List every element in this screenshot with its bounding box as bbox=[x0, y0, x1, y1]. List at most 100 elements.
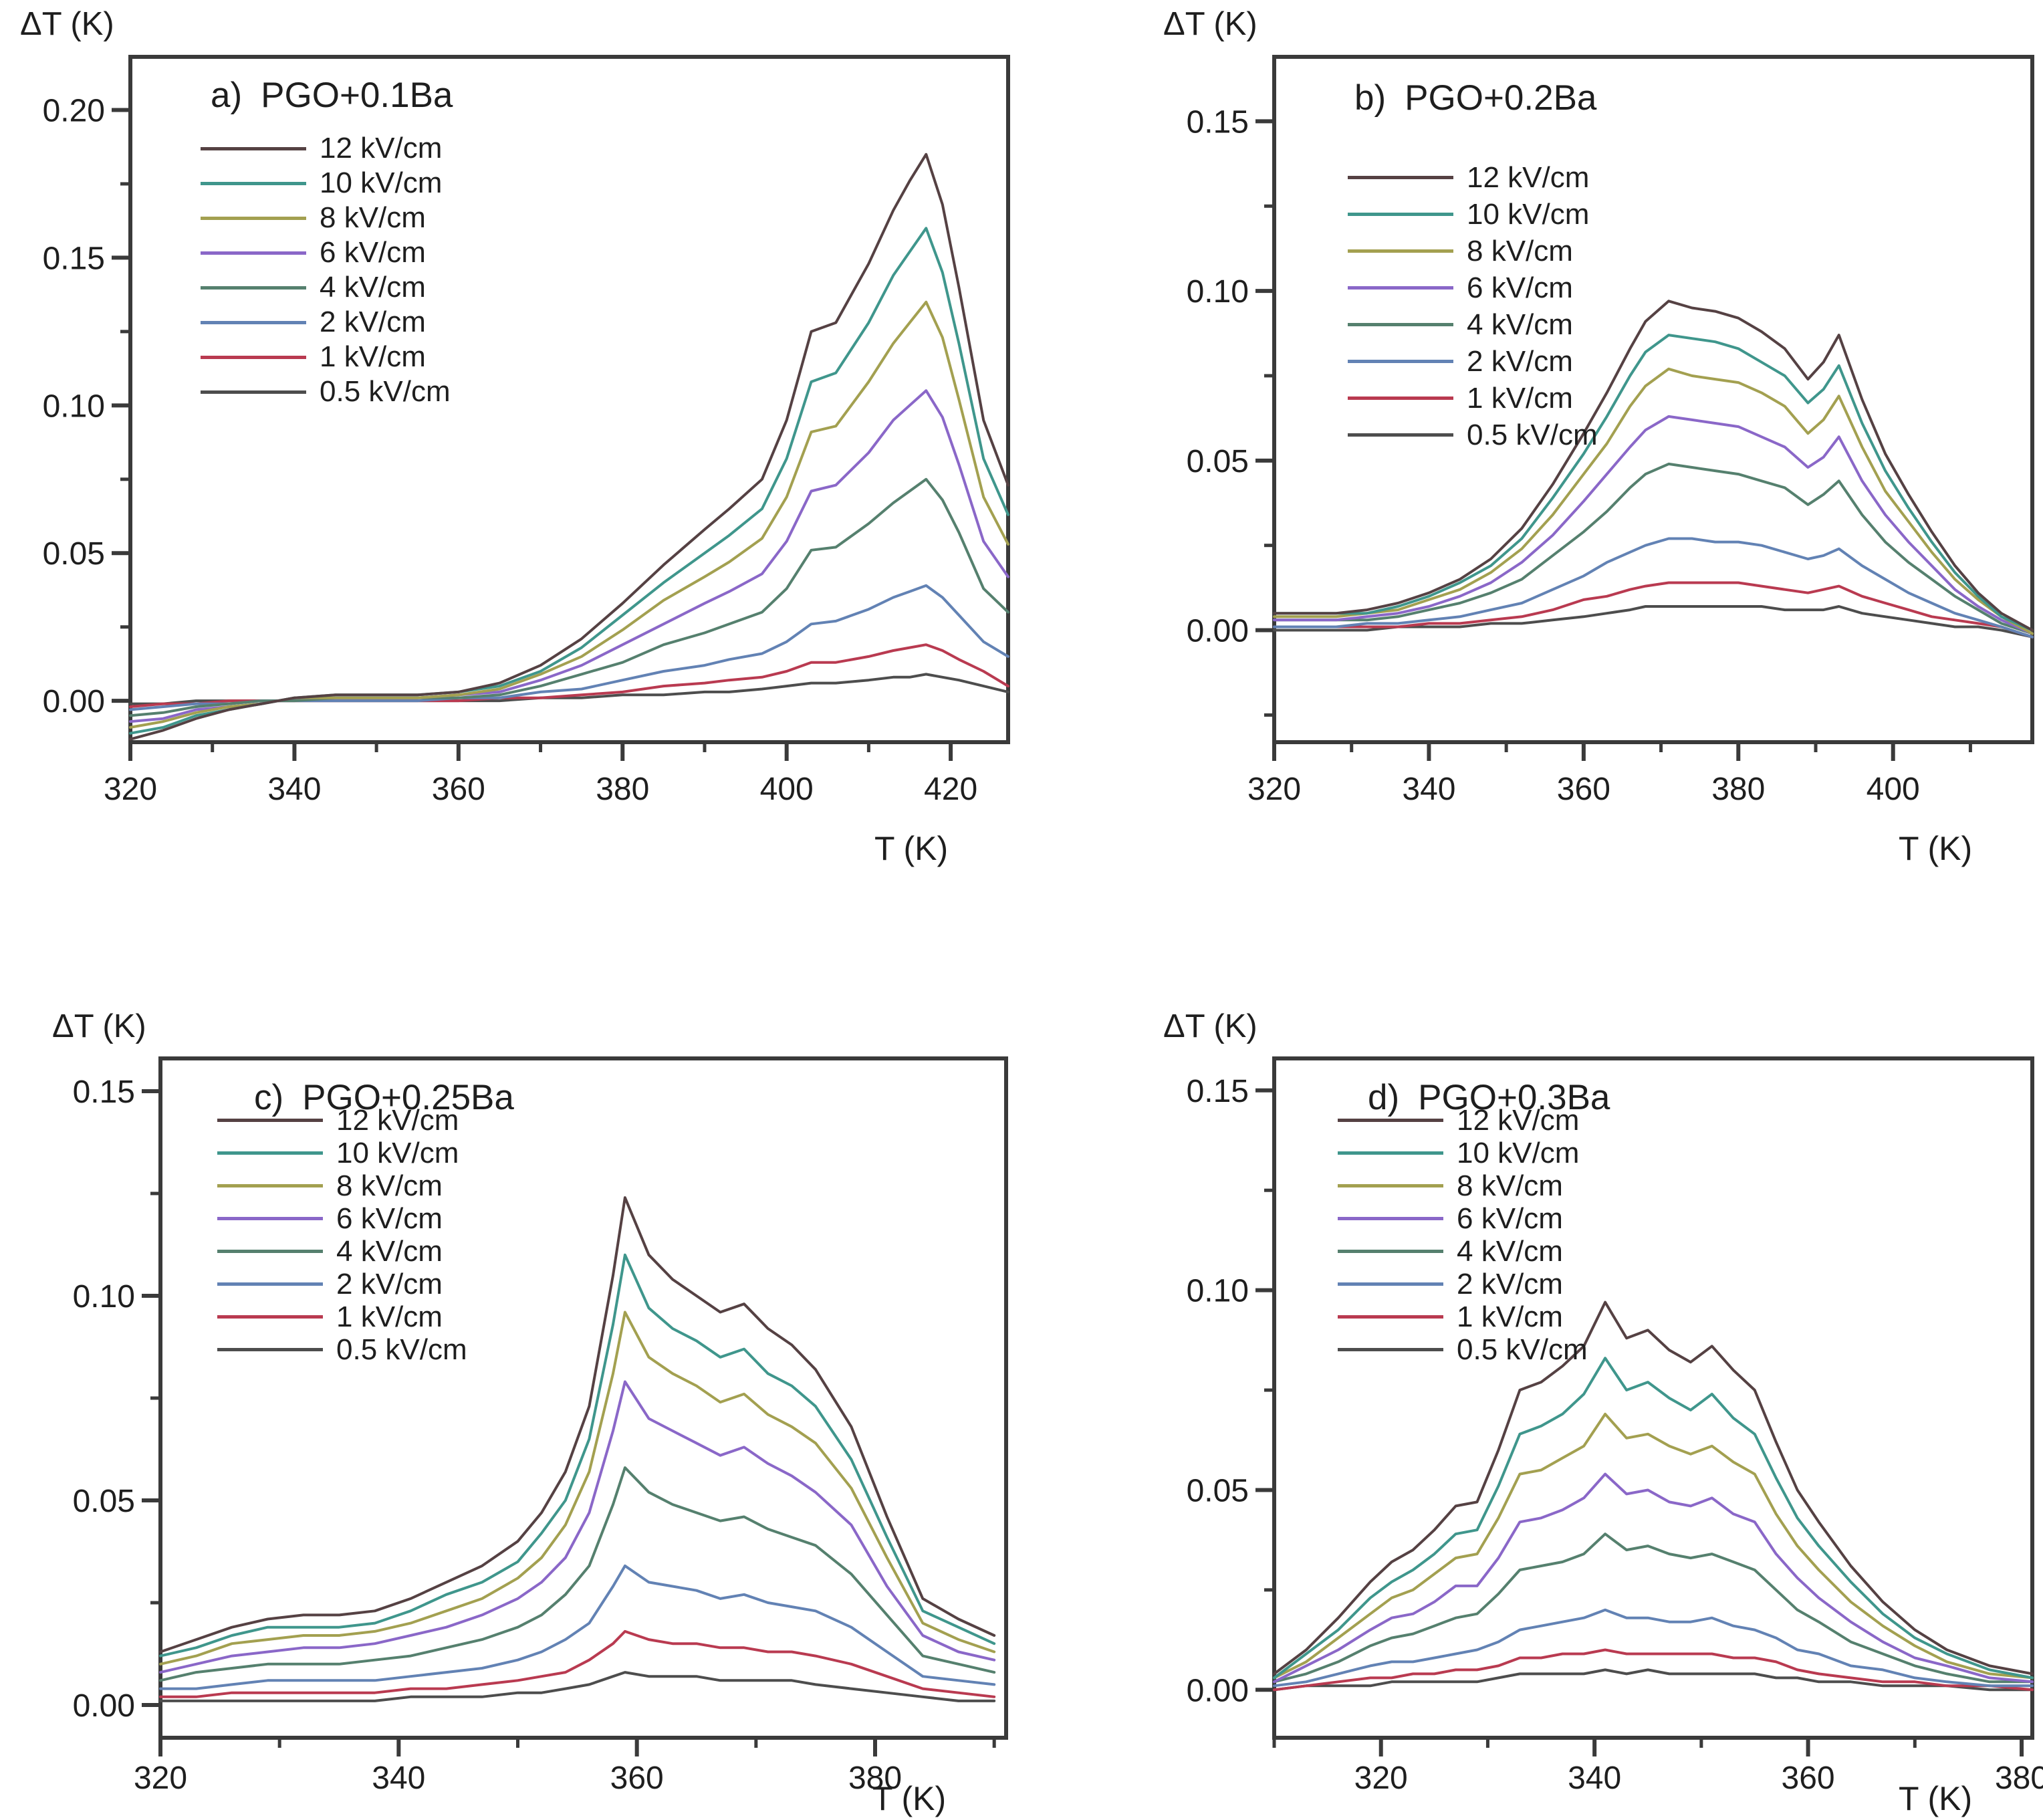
svg-text:0.00: 0.00 bbox=[1187, 614, 1249, 649]
legend-line-swatch bbox=[201, 355, 306, 359]
legend-line-swatch bbox=[201, 286, 306, 290]
legend-item: 12 kV/cm bbox=[217, 1104, 467, 1137]
svg-text:380: 380 bbox=[1995, 1760, 2043, 1796]
legend-label: 2 kV/cm bbox=[1457, 1267, 1563, 1300]
legend-item: 1 kV/cm bbox=[1348, 380, 1598, 417]
svg-text:0.05: 0.05 bbox=[43, 536, 105, 572]
svg-text:380: 380 bbox=[1711, 772, 1765, 807]
y-axis-title: ΔT (K) bbox=[1163, 1008, 1257, 1044]
svg-text:340: 340 bbox=[1568, 1760, 1621, 1796]
legend-line-swatch bbox=[201, 146, 306, 150]
legend-line-swatch bbox=[1348, 249, 1453, 253]
legend-item: 0.5 kV/cm bbox=[1348, 417, 1598, 453]
legend: 12 kV/cm 10 kV/cm 8 kV/cm 6 kV/cm 4 kV/cm 2 k… bbox=[217, 1104, 467, 1366]
legend-item: 8 kV/cm bbox=[201, 201, 451, 235]
legend-label: 0.5 kV/cm bbox=[1457, 1333, 1588, 1366]
legend-item: 2 kV/cm bbox=[1338, 1268, 1588, 1300]
panel-title: c) PGO+0.25Ba bbox=[254, 1077, 514, 1118]
legend-label: 10 kV/cm bbox=[1467, 197, 1590, 231]
legend-line-swatch bbox=[1338, 1348, 1443, 1351]
svg-text:340: 340 bbox=[1402, 772, 1455, 807]
legend-label: 12 kV/cm bbox=[336, 1103, 459, 1137]
svg-text:400: 400 bbox=[760, 772, 814, 807]
legend-label: 1 kV/cm bbox=[1467, 381, 1573, 415]
legend-item: 8 kV/cm bbox=[217, 1169, 467, 1202]
legend-line-swatch bbox=[1348, 396, 1453, 400]
svg-text:320: 320 bbox=[104, 772, 157, 807]
svg-text:0.10: 0.10 bbox=[1187, 274, 1249, 310]
svg-text:0.05: 0.05 bbox=[73, 1484, 135, 1519]
x-axis-title: T (K) bbox=[1899, 830, 1973, 867]
legend-item: 1 kV/cm bbox=[1338, 1300, 1588, 1333]
legend-item: 4 kV/cm bbox=[1348, 306, 1598, 343]
legend-label: 10 kV/cm bbox=[1457, 1136, 1580, 1169]
legend-line-swatch bbox=[217, 1282, 323, 1286]
legend-item: 10 kV/cm bbox=[201, 166, 451, 201]
legend-label: 12 kV/cm bbox=[1467, 160, 1590, 194]
svg-text:400: 400 bbox=[1867, 772, 1920, 807]
svg-text:0.05: 0.05 bbox=[1187, 1473, 1249, 1508]
legend-line-swatch bbox=[217, 1119, 323, 1122]
panel-letter: b) bbox=[1354, 78, 1387, 118]
legend: 12 kV/cm 10 kV/cm 8 kV/cm 6 kV/cm 4 kV/cm 2 k… bbox=[201, 131, 451, 409]
svg-text:0.00: 0.00 bbox=[73, 1688, 135, 1724]
legend-item: 10 kV/cm bbox=[1338, 1137, 1588, 1169]
svg-text:320: 320 bbox=[1354, 1760, 1408, 1796]
legend-label: 1 kV/cm bbox=[320, 340, 426, 373]
legend-item: 10 kV/cm bbox=[217, 1137, 467, 1169]
plot-area-d: 320 340 360 380 0.00 0.05 0.10 0.15 bbox=[1187, 1056, 2043, 1796]
svg-text:0.20: 0.20 bbox=[43, 94, 105, 129]
legend-item: 0.5 kV/cm bbox=[201, 374, 451, 409]
y-axis-title: ΔT (K) bbox=[52, 1008, 146, 1044]
legend-line-swatch bbox=[1338, 1315, 1443, 1319]
legend-label: 12 kV/cm bbox=[320, 132, 443, 164]
svg-text:340: 340 bbox=[372, 1760, 425, 1796]
panel-letter: a) bbox=[211, 76, 243, 115]
legend-item: 4 kV/cm bbox=[1338, 1235, 1588, 1268]
legend-line-swatch bbox=[1348, 323, 1453, 326]
legend-line-swatch bbox=[201, 390, 306, 394]
legend-label: 6 kV/cm bbox=[320, 236, 426, 269]
legend-label: 10 kV/cm bbox=[336, 1136, 459, 1169]
panel-material: PGO+0.1Ba bbox=[261, 76, 453, 115]
svg-text:0.05: 0.05 bbox=[1187, 444, 1249, 479]
panel-material: PGO+0.25Ba bbox=[302, 1078, 514, 1117]
svg-text:0.00: 0.00 bbox=[1187, 1673, 1249, 1708]
svg-text:0.10: 0.10 bbox=[73, 1279, 135, 1315]
legend-label: 10 kV/cm bbox=[320, 166, 443, 199]
legend-item: 1 kV/cm bbox=[201, 340, 451, 374]
legend-line-swatch bbox=[201, 216, 306, 220]
legend-label: 8 kV/cm bbox=[320, 201, 426, 234]
legend-line-swatch bbox=[1348, 176, 1453, 179]
panel-letter: d) bbox=[1368, 1078, 1400, 1117]
svg-text:0.00: 0.00 bbox=[43, 684, 105, 719]
svg-text:0.15: 0.15 bbox=[73, 1074, 135, 1110]
legend-label: 4 kV/cm bbox=[1457, 1234, 1563, 1268]
panel-material: PGO+0.2Ba bbox=[1405, 78, 1597, 118]
legend-label: 4 kV/cm bbox=[1467, 308, 1573, 341]
legend-label: 6 kV/cm bbox=[336, 1202, 443, 1235]
svg-text:0.10: 0.10 bbox=[1187, 1274, 1249, 1309]
legend-item: 1 kV/cm bbox=[217, 1300, 467, 1333]
x-axis-title: T (K) bbox=[1899, 1780, 1973, 1817]
y-axis-title: ΔT (K) bbox=[1163, 6, 1257, 42]
legend-label: 12 kV/cm bbox=[1457, 1103, 1580, 1137]
y-axis-title: ΔT (K) bbox=[20, 6, 114, 42]
svg-text:0.10: 0.10 bbox=[43, 388, 105, 424]
legend-label: 4 kV/cm bbox=[320, 271, 426, 304]
legend-item: 6 kV/cm bbox=[201, 235, 451, 270]
legend-item: 0.5 kV/cm bbox=[1338, 1333, 1588, 1366]
plot-area-a: 320 340 360 380 400 420 0.00 0.05 0.10 0.15 0.20 bbox=[43, 55, 1010, 807]
legend-item: 8 kV/cm bbox=[1348, 233, 1598, 269]
legend-label: 6 kV/cm bbox=[1457, 1202, 1563, 1235]
legend-line-swatch bbox=[1338, 1184, 1443, 1187]
panel-title: b) PGO+0.2Ba bbox=[1354, 78, 1596, 118]
legend-item: 6 kV/cm bbox=[217, 1202, 467, 1235]
svg-text:380: 380 bbox=[596, 772, 649, 807]
svg-text:0.15: 0.15 bbox=[1187, 1074, 1249, 1109]
legend-label: 8 kV/cm bbox=[1467, 234, 1573, 267]
legend: 12 kV/cm 10 kV/cm 8 kV/cm 6 kV/cm 4 kV/cm 2 k… bbox=[1348, 159, 1598, 453]
x-axis-title: T (K) bbox=[872, 1780, 947, 1817]
svg-text:320: 320 bbox=[134, 1760, 187, 1796]
legend-item: 12 kV/cm bbox=[1338, 1104, 1588, 1137]
